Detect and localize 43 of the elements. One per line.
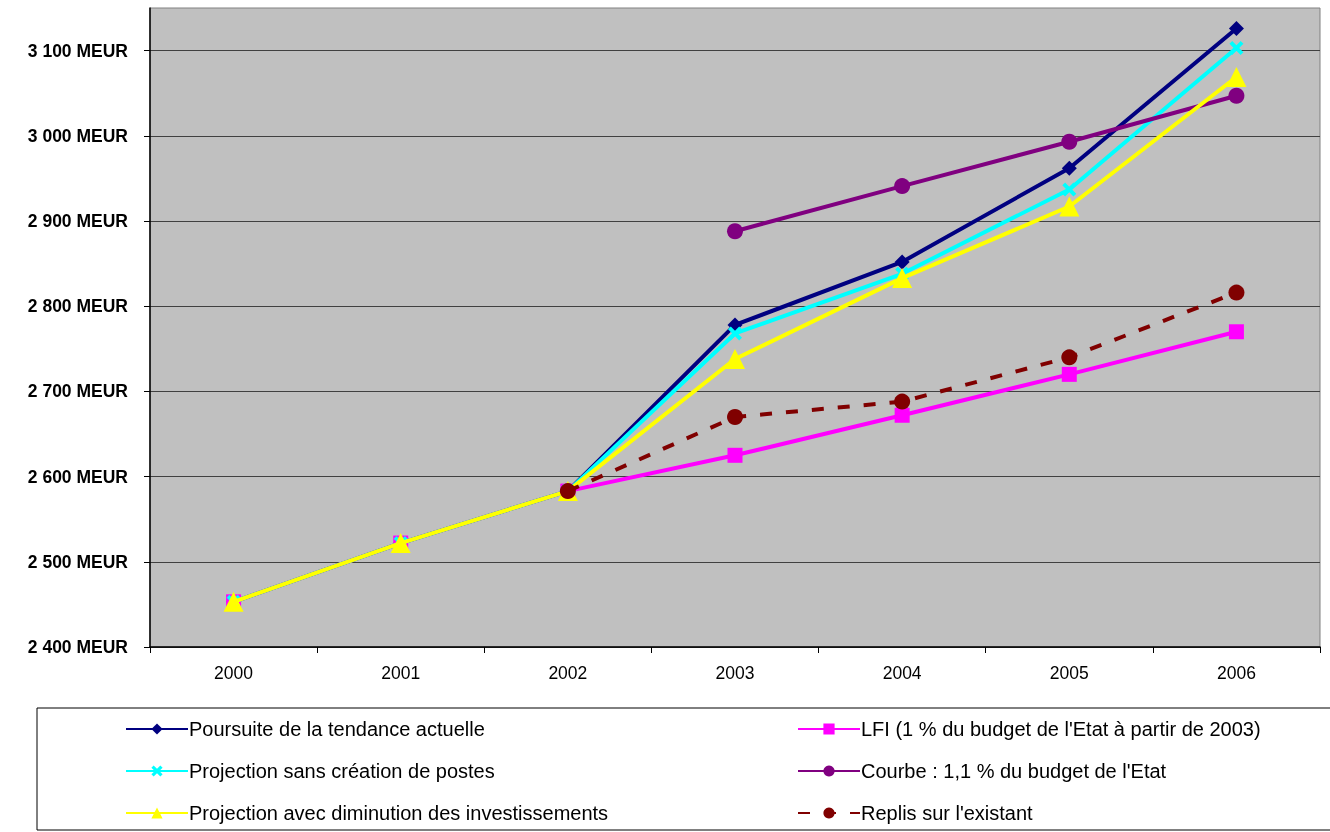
point: [1061, 349, 1078, 366]
point: [1228, 20, 1244, 36]
point: [725, 349, 745, 370]
x-tick-label: 2006: [1216, 663, 1256, 683]
x-tick-label: 2001: [381, 663, 421, 683]
legend-label: Projection sans création de postes: [189, 760, 495, 782]
y-tick-label: 2 600 MEUR: [27, 466, 129, 487]
y-tick-label: 2 700 MEUR: [27, 381, 129, 402]
point: [1226, 67, 1247, 88]
legend-label: Projection avec diminution des investissements: [189, 802, 609, 824]
y-tick-label: 2 400 MEUR: [27, 637, 129, 657]
point: [1061, 160, 1077, 176]
point: [1059, 196, 1080, 217]
x-tick-label: 2005: [1049, 663, 1089, 683]
point: [894, 254, 910, 270]
legend-label: Courbe : 1,1 % du budget de l'Etat: [861, 760, 1167, 782]
point: [1228, 324, 1244, 340]
point: [1228, 87, 1245, 104]
x-tick-label: 2002: [548, 663, 588, 683]
point: [1061, 133, 1078, 150]
point: [727, 223, 743, 240]
y-tick-label: 2 900 MEUR: [27, 211, 129, 231]
y-tick-label: 2 500 MEUR: [27, 551, 129, 572]
y-tick-label: 2 800 MEUR: [27, 296, 129, 317]
x-tick-label: 2004: [882, 663, 922, 683]
legend-label: Poursuite de la tendance actuelle: [189, 718, 485, 740]
point: [1062, 182, 1077, 197]
point: [728, 326, 742, 341]
point: [1061, 366, 1077, 382]
x-tick-label: 2003: [715, 663, 755, 683]
y-tick-label: 3 100 MEUR: [27, 40, 129, 61]
point: [1229, 41, 1244, 56]
y-tick-label: 3 000 MEUR: [27, 125, 129, 146]
x-tick-label: 2000: [214, 663, 254, 683]
point: [894, 393, 911, 410]
point: [1228, 284, 1245, 301]
legend-label: LFI (1 % du budget de l'Etat à partir de 2003): [861, 718, 1261, 740]
point: [892, 268, 913, 289]
point: [727, 447, 743, 463]
point: [894, 407, 910, 423]
legend-label: Replis sur l'existant: [861, 802, 1034, 824]
point: [894, 178, 911, 195]
point: [727, 408, 743, 425]
